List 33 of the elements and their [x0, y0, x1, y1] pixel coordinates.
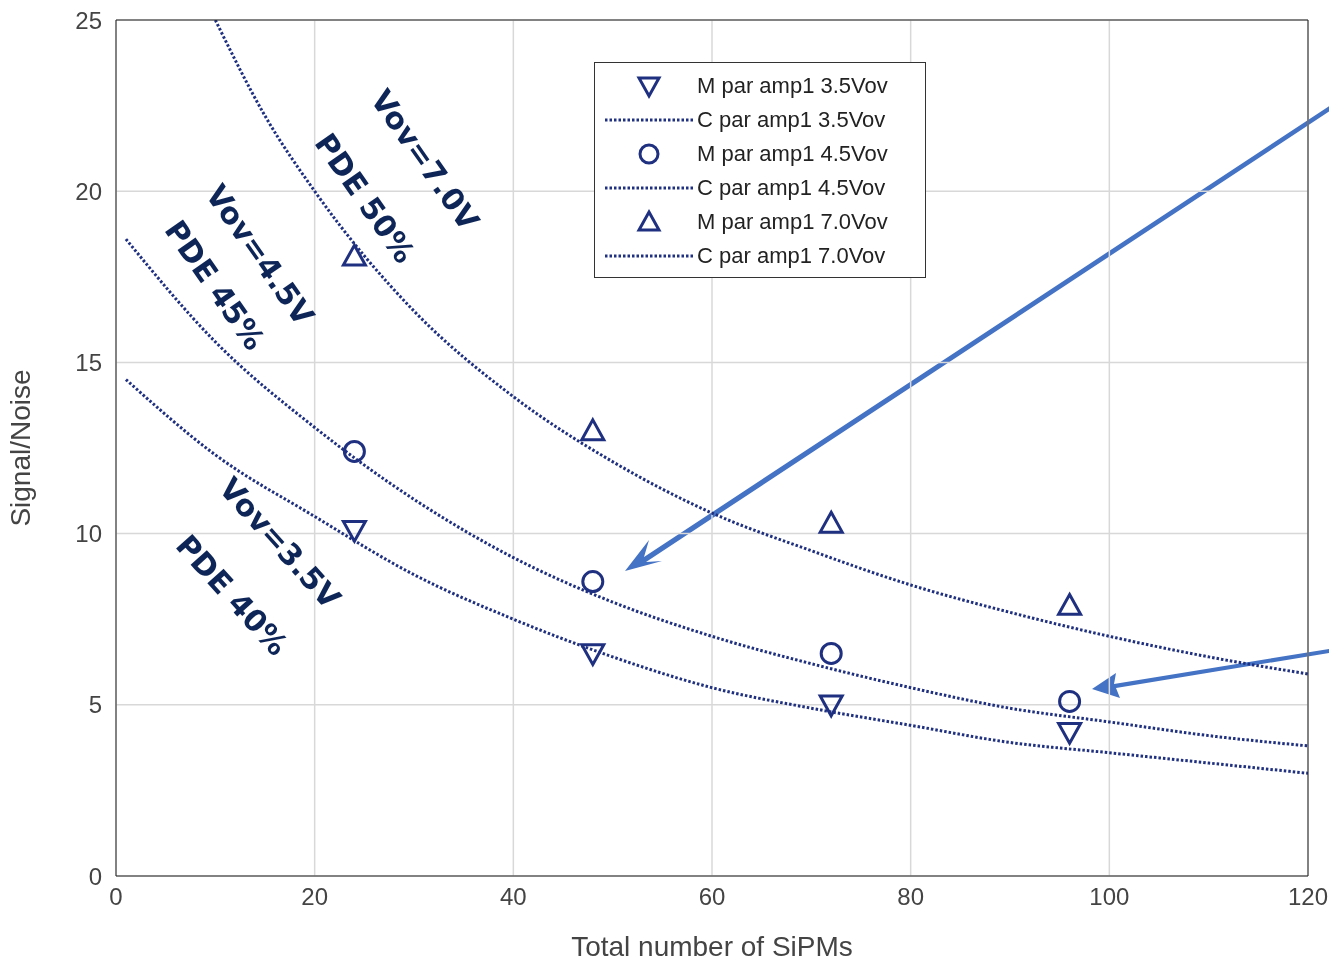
legend-label: M par amp1 7.0Vov [697, 209, 888, 235]
legend-label: M par amp1 3.5Vov [697, 73, 888, 99]
y-tick-label: 10 [75, 520, 102, 548]
y-tick-label: 20 [75, 177, 102, 205]
point [341, 519, 367, 543]
legend-label: C par amp1 7.0Vov [697, 243, 886, 269]
point [819, 641, 843, 665]
point [342, 439, 366, 463]
y-axis-title: Signal/Noise [4, 369, 36, 527]
point [580, 643, 606, 666]
y-tick-label: 0 [88, 862, 102, 890]
x-tick-label: 120 [1287, 883, 1329, 911]
point [581, 570, 605, 594]
x-tick-label: 100 [1089, 883, 1130, 911]
x-tick-label: 40 [499, 883, 527, 911]
point [1058, 689, 1082, 713]
x-axis-title: Total number of SiPMs [571, 931, 853, 962]
point [580, 418, 606, 442]
point [818, 510, 844, 534]
legend-label: M par amp1 4.5Vov [697, 141, 888, 167]
line-series [124, 378, 1308, 775]
y-tick-label: 15 [75, 348, 102, 376]
point [1057, 593, 1083, 616]
x-tick-label: 20 [301, 883, 329, 911]
x-tick-label: 0 [109, 883, 123, 911]
point [1057, 721, 1083, 745]
x-tick-label: 80 [897, 883, 925, 911]
y-tick-label: 5 [88, 691, 102, 719]
legend-label: C par amp1 4.5Vov [697, 175, 886, 201]
legend-label: C par amp1 3.5Vov [697, 107, 886, 133]
x-tick-label: 60 [698, 883, 726, 911]
y-tick-label: 25 [75, 6, 102, 34]
point [818, 694, 844, 718]
